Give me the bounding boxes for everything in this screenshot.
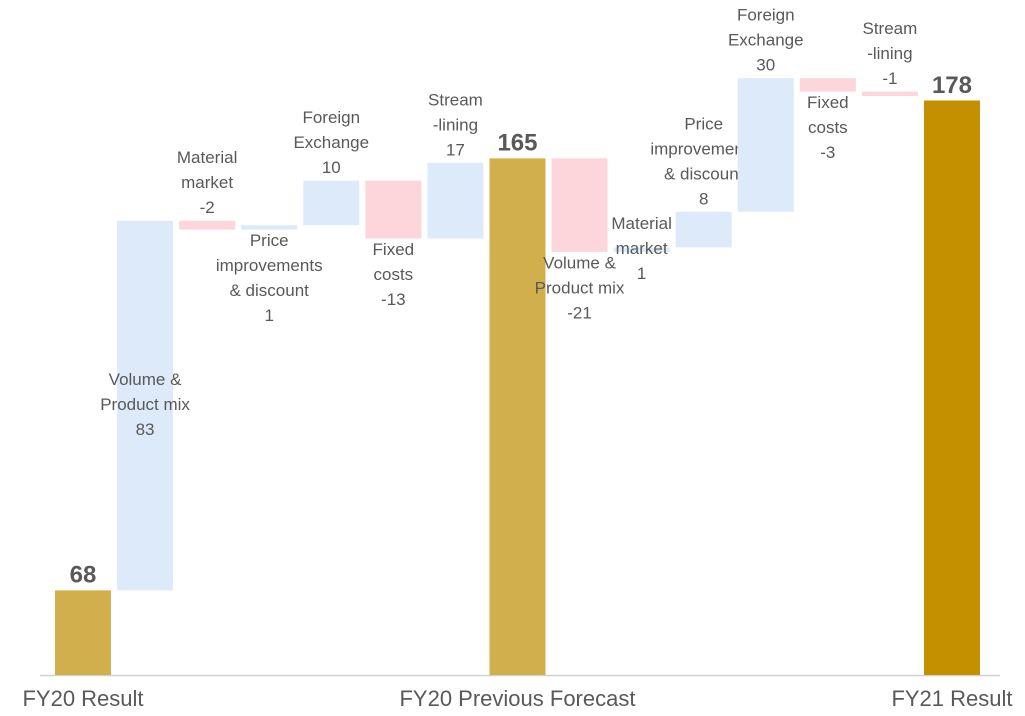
bar [675, 211, 732, 248]
bar-label: costs [374, 265, 414, 284]
total-label: 165 [497, 130, 537, 157]
total-label: 68 [70, 562, 97, 589]
bar-label: Stream [863, 19, 918, 38]
bar-label: Product mix [535, 278, 625, 297]
bar [923, 100, 980, 676]
bar-label: Price [684, 114, 723, 133]
bar [489, 158, 546, 675]
bar-label: market [181, 173, 233, 192]
bar [551, 158, 608, 252]
bar-label: 17 [446, 140, 465, 159]
bar-label: Volume & [109, 370, 182, 389]
bar-label: 30 [756, 56, 775, 75]
bar-label: Product mix [100, 395, 190, 414]
bar-label: Volume & [543, 253, 616, 272]
bar-label: Foreign [737, 6, 795, 25]
bar-label: 10 [322, 158, 341, 177]
bar-label: improvements [216, 256, 323, 275]
x-tick-label: FY20 Result [22, 686, 143, 711]
bar-label: 83 [136, 420, 155, 439]
bar [179, 220, 236, 230]
bar [303, 180, 360, 226]
bar-label: & discount [664, 164, 744, 183]
total-label: 178 [932, 72, 972, 99]
bar-label: -2 [200, 198, 215, 217]
bar-label: -lining [433, 115, 478, 134]
bar [365, 180, 422, 239]
bar-label: Exchange [728, 31, 804, 50]
bar [117, 220, 174, 591]
bar-label: costs [808, 118, 848, 137]
x-tick-label: FY21 Result [891, 686, 1012, 711]
bar-label: 8 [699, 189, 708, 208]
bar-label: & discount [230, 281, 310, 300]
bar-label: -21 [567, 303, 592, 322]
x-tick-label: FY20 Previous Forecast [399, 686, 635, 711]
bar-label: improvements [650, 139, 757, 158]
bar [613, 247, 670, 252]
bar-label: Foreign [302, 108, 360, 127]
bar-label: -1 [882, 69, 897, 88]
bar-label: Fixed [807, 93, 849, 112]
bar-label: Material [177, 148, 237, 167]
bar-label: 1 [637, 264, 646, 283]
bar [861, 91, 918, 97]
bar [799, 78, 856, 92]
bar-label: Price [250, 231, 289, 250]
bar-label: Stream [428, 90, 483, 109]
bar-label: market [616, 239, 668, 258]
bar-label: -lining [867, 44, 912, 63]
bar [55, 590, 111, 675]
bar [241, 225, 298, 230]
bar-label: 1 [264, 306, 273, 325]
bar-label: -3 [820, 143, 835, 162]
bar-label: Fixed [373, 240, 415, 259]
bar-label: -13 [381, 290, 406, 309]
bar-label: Exchange [293, 133, 369, 152]
bar-label: Material [611, 214, 671, 233]
bar [737, 78, 794, 212]
bar [427, 162, 484, 239]
